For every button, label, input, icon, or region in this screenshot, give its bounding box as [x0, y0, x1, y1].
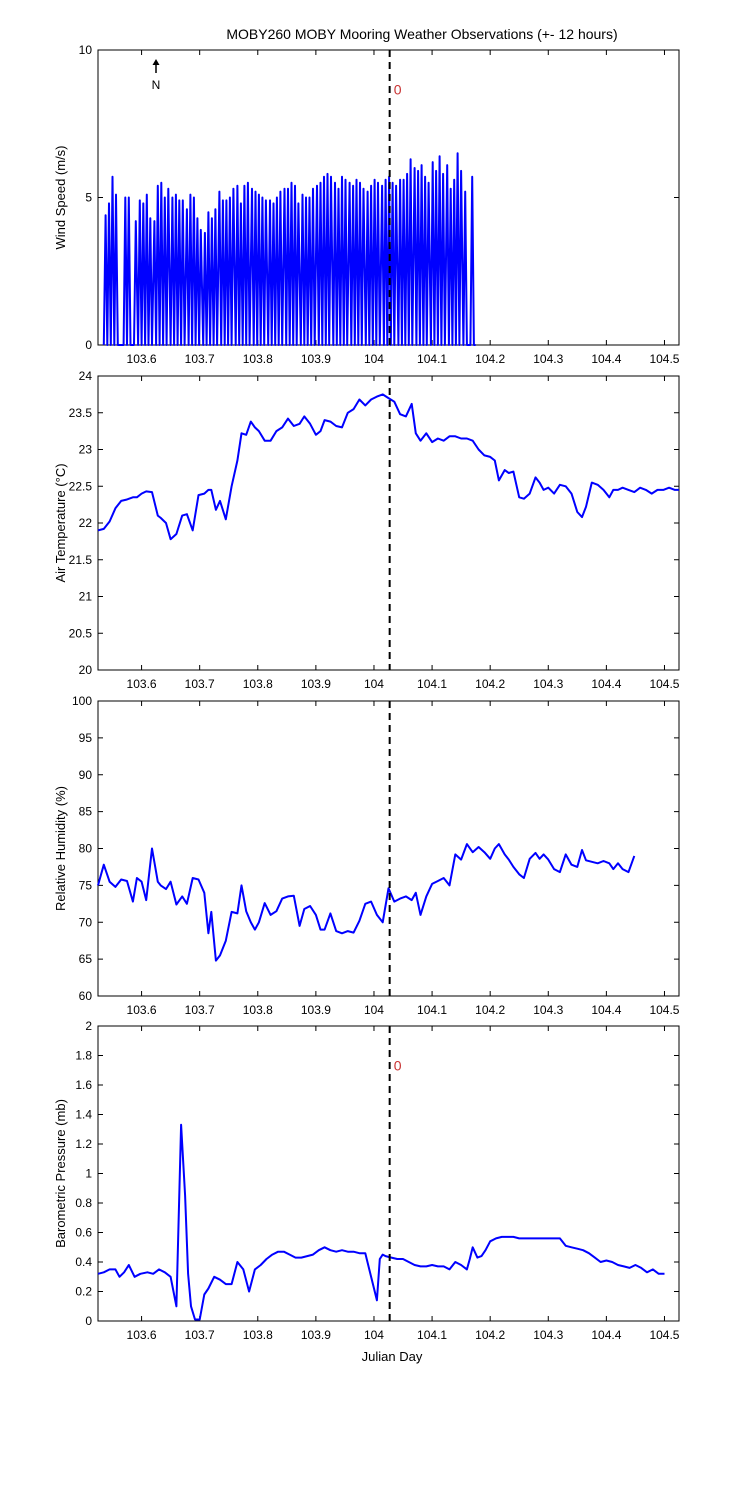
wind-speed-annotation: 0 [394, 81, 402, 97]
air-temperature-panel: 103.6 103.7 103.8 103.9 104 104.1 104.2 104.3 10… [53, 369, 680, 691]
figure-title: MOBY260 MOBY Mooring Weather Observation… [226, 26, 617, 42]
relative-humidity-y-axis-label: Relative Humidity (%) [53, 786, 68, 911]
y-tick-label: 23.5 [69, 406, 93, 420]
x-tick-label: 104.1 [417, 352, 447, 366]
y-tick-label: 1 [85, 1167, 92, 1181]
x-tick-label: 103.7 [185, 1328, 215, 1342]
y-tick-label: 22 [79, 516, 93, 530]
x-tick-label: 103.7 [185, 677, 215, 691]
x-tick-label: 103.9 [301, 677, 331, 691]
relative-humidity-series-line [97, 843, 636, 962]
x-tick-label: 104 [364, 1328, 384, 1342]
x-tick-label: 103.6 [127, 1328, 157, 1342]
y-tick-label: 0 [85, 338, 92, 352]
wind-speed-series-line [102, 152, 476, 346]
x-tick-label: 104.5 [649, 352, 679, 366]
y-tick-label: 0.6 [75, 1226, 92, 1240]
x-tick-label: 104.2 [475, 1003, 505, 1017]
y-tick-label: 90 [79, 768, 93, 782]
x-tick-label: 104.4 [591, 677, 621, 691]
x-tick-label: 104.4 [591, 352, 621, 366]
x-tick-label: 103.6 [127, 677, 157, 691]
x-axis-label: Julian Day [362, 1349, 423, 1364]
y-tick-label: 21 [79, 590, 93, 604]
y-tick-label: 22.5 [69, 479, 93, 493]
x-tick-label: 104.3 [533, 1328, 563, 1342]
x-tick-label: 104 [364, 1003, 384, 1017]
x-tick-label: 104.1 [417, 1003, 447, 1017]
y-tick-label: 2 [85, 1019, 92, 1033]
x-tick-label: 104 [364, 677, 384, 691]
barometric-pressure-series-line [97, 1123, 665, 1321]
x-tick-label: 103.6 [127, 1003, 157, 1017]
y-tick-label: 24 [79, 369, 93, 383]
north-arrow-icon: N [152, 59, 161, 92]
x-tick-label: 104.2 [475, 677, 505, 691]
x-tick-label: 104.5 [649, 677, 679, 691]
y-tick-label: 0 [85, 1314, 92, 1328]
x-tick-label: 104.1 [417, 1328, 447, 1342]
x-tick-label: 104 [364, 352, 384, 366]
y-tick-label: 65 [79, 952, 93, 966]
relative-humidity-plot-frame [97, 700, 680, 997]
x-tick-label: 103.6 [127, 352, 157, 366]
y-tick-label: 0.4 [75, 1255, 92, 1269]
air-temperature-series-line [97, 393, 679, 541]
chart-panels: 103.6 103.7 103.8 103.9 104 104.1 104.2 104.3 10… [53, 43, 680, 1342]
y-tick-label: 5 [85, 191, 92, 205]
air-temperature-plot-frame [97, 375, 680, 671]
x-tick-label: 104.5 [649, 1003, 679, 1017]
air-temperature-y-axis-label: Air Temperature (°C) [53, 463, 68, 582]
x-tick-label: 104.3 [533, 352, 563, 366]
x-tick-label: 103.7 [185, 1003, 215, 1017]
y-tick-label: 70 [79, 915, 93, 929]
x-tick-label: 104.1 [417, 677, 447, 691]
x-tick-label: 104.2 [475, 352, 505, 366]
x-tick-label: 103.9 [301, 352, 331, 366]
y-tick-label: 1.6 [75, 1078, 92, 1092]
y-tick-label: 21.5 [69, 553, 93, 567]
x-tick-label: 104.5 [649, 1328, 679, 1342]
y-tick-label: 100 [72, 694, 92, 708]
north-label: N [152, 78, 161, 92]
barometric-pressure-plot-frame [97, 1025, 680, 1322]
y-tick-label: 75 [79, 878, 93, 892]
y-tick-label: 10 [79, 43, 93, 57]
y-tick-label: 20 [79, 663, 93, 677]
y-tick-label: 1.2 [75, 1137, 92, 1151]
x-tick-label: 103.8 [243, 1003, 273, 1017]
x-tick-label: 103.9 [301, 1003, 331, 1017]
x-tick-label: 104.3 [533, 1003, 563, 1017]
y-tick-label: 1.8 [75, 1049, 92, 1063]
wind-speed-panel: 103.6 103.7 103.8 103.9 104 104.1 104.2 104.3 10… [53, 43, 680, 366]
y-tick-label: 95 [79, 731, 93, 745]
y-tick-label: 85 [79, 805, 93, 819]
barometric-pressure-annotation: 0 [394, 1057, 402, 1073]
x-tick-label: 103.8 [243, 1328, 273, 1342]
relative-humidity-panel: 103.6 103.7 103.8 103.9 104 104.1 104.2 104.3 10… [53, 694, 680, 1017]
wind-speed-y-axis-label: Wind Speed (m/s) [53, 145, 68, 249]
y-tick-label: 1.4 [75, 1108, 92, 1122]
y-tick-label: 60 [79, 989, 93, 1003]
y-tick-label: 0.8 [75, 1196, 92, 1210]
x-tick-label: 104.3 [533, 677, 563, 691]
y-tick-label: 20.5 [69, 626, 93, 640]
x-tick-label: 104.4 [591, 1328, 621, 1342]
barometric-pressure-panel: 103.6 103.7 103.8 103.9 104 104.1 104.2 104.3 10… [53, 1019, 680, 1342]
x-tick-label: 103.8 [243, 677, 273, 691]
x-tick-label: 104.2 [475, 1328, 505, 1342]
x-tick-label: 104.4 [591, 1003, 621, 1017]
x-tick-label: 103.9 [301, 1328, 331, 1342]
y-tick-label: 80 [79, 842, 93, 856]
barometric-pressure-y-axis-label: Barometric Pressure (mb) [53, 1099, 68, 1248]
y-tick-label: 23 [79, 443, 93, 457]
y-tick-label: 0.2 [75, 1285, 92, 1299]
x-tick-label: 103.8 [243, 352, 273, 366]
x-tick-label: 103.7 [185, 352, 215, 366]
